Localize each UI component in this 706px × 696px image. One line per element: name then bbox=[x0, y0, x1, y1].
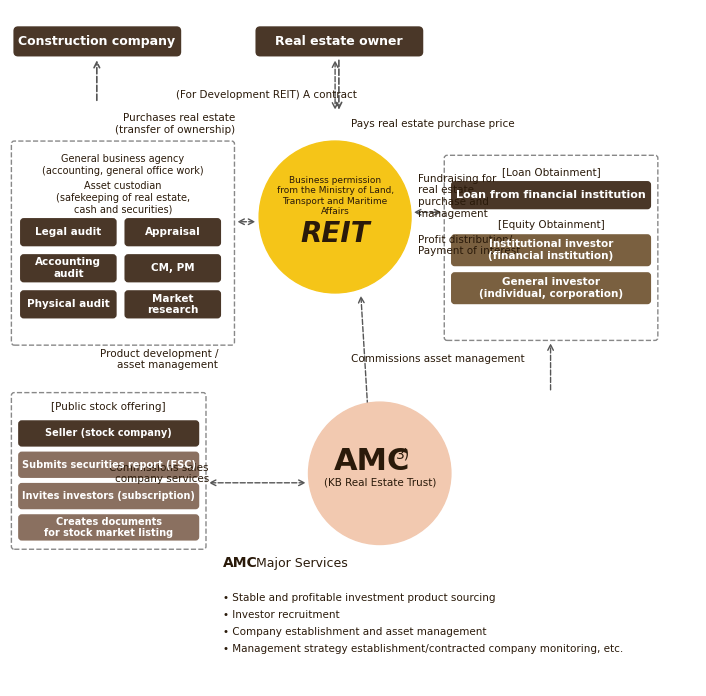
Text: Market
research: Market research bbox=[147, 294, 198, 315]
FancyBboxPatch shape bbox=[19, 484, 198, 508]
Text: Product development /
asset management: Product development / asset management bbox=[100, 349, 218, 370]
Text: Business permission
from the Ministry of Land,
Transport and Maritime
Affairs: Business permission from the Ministry of… bbox=[277, 176, 394, 216]
Text: Appraisal: Appraisal bbox=[145, 227, 201, 237]
FancyBboxPatch shape bbox=[125, 219, 220, 246]
FancyBboxPatch shape bbox=[452, 235, 650, 265]
Text: Submits securities report (FSC): Submits securities report (FSC) bbox=[22, 460, 196, 470]
Text: • Company establishment and asset management: • Company establishment and asset manage… bbox=[223, 627, 486, 637]
Text: Real estate owner: Real estate owner bbox=[275, 35, 402, 48]
Text: Institutional investor
(financial institution): Institutional investor (financial instit… bbox=[489, 239, 614, 261]
FancyBboxPatch shape bbox=[256, 27, 422, 56]
FancyBboxPatch shape bbox=[19, 515, 198, 540]
Text: Commissions asset management: Commissions asset management bbox=[351, 354, 525, 365]
FancyBboxPatch shape bbox=[21, 219, 116, 246]
FancyBboxPatch shape bbox=[125, 255, 220, 282]
Text: Invites investors (subscription): Invites investors (subscription) bbox=[23, 491, 195, 501]
Text: Fundraising for
real estate
purchase and
management: Fundraising for real estate purchase and… bbox=[418, 174, 496, 219]
Text: Loan from financial institution: Loan from financial institution bbox=[456, 190, 646, 200]
Circle shape bbox=[259, 141, 411, 293]
FancyBboxPatch shape bbox=[19, 452, 198, 477]
Text: (KB Real Estate Trust): (KB Real Estate Trust) bbox=[323, 477, 436, 488]
Text: • Stable and profitable investment product sourcing: • Stable and profitable investment produ… bbox=[223, 593, 496, 603]
FancyBboxPatch shape bbox=[452, 182, 650, 209]
Text: [Equity Obtainment]: [Equity Obtainment] bbox=[498, 220, 604, 230]
Text: Commissions sales
company services: Commissions sales company services bbox=[109, 463, 209, 484]
Text: Legal audit: Legal audit bbox=[35, 227, 102, 237]
Text: (For Development REIT) A contract: (For Development REIT) A contract bbox=[176, 90, 357, 100]
Text: Construction company: Construction company bbox=[18, 35, 175, 48]
FancyBboxPatch shape bbox=[452, 273, 650, 303]
Text: AMC: AMC bbox=[334, 448, 410, 477]
Text: REIT: REIT bbox=[300, 220, 370, 248]
Text: AMC: AMC bbox=[223, 556, 258, 570]
Text: General business agency
(accounting, general office work): General business agency (accounting, gen… bbox=[42, 155, 204, 176]
Text: Profit distribution/
Payment of interest: Profit distribution/ Payment of interest bbox=[418, 235, 520, 256]
FancyBboxPatch shape bbox=[14, 27, 180, 56]
Text: Purchases real estate
(transfer of ownership): Purchases real estate (transfer of owner… bbox=[115, 113, 235, 135]
Text: • Management strategy establishment/contracted company monitoring, etc.: • Management strategy establishment/cont… bbox=[223, 644, 623, 654]
FancyBboxPatch shape bbox=[125, 291, 220, 317]
Text: • Investor recruitment: • Investor recruitment bbox=[223, 610, 340, 620]
Text: Creates documents
for stock market listing: Creates documents for stock market listi… bbox=[44, 516, 173, 538]
Text: 3): 3) bbox=[396, 448, 410, 461]
Text: Seller (stock company): Seller (stock company) bbox=[45, 429, 172, 438]
FancyBboxPatch shape bbox=[21, 291, 116, 317]
FancyBboxPatch shape bbox=[21, 255, 116, 282]
Text: CM, PM: CM, PM bbox=[151, 263, 195, 274]
FancyBboxPatch shape bbox=[19, 421, 198, 445]
Text: [Loan Obtainment]: [Loan Obtainment] bbox=[502, 166, 600, 177]
Text: Pays real estate purchase price: Pays real estate purchase price bbox=[351, 119, 515, 129]
Circle shape bbox=[309, 402, 451, 544]
Text: Accounting
audit: Accounting audit bbox=[35, 258, 102, 279]
Text: Physical audit: Physical audit bbox=[27, 299, 109, 309]
Text: General investor
(individual, corporation): General investor (individual, corporatio… bbox=[479, 278, 623, 299]
Text: Asset custodian
(safekeeping of real estate,
cash and securities): Asset custodian (safekeeping of real est… bbox=[56, 181, 190, 214]
Text: [Public stock offering]: [Public stock offering] bbox=[52, 402, 166, 412]
Text: Major Services: Major Services bbox=[251, 557, 347, 570]
